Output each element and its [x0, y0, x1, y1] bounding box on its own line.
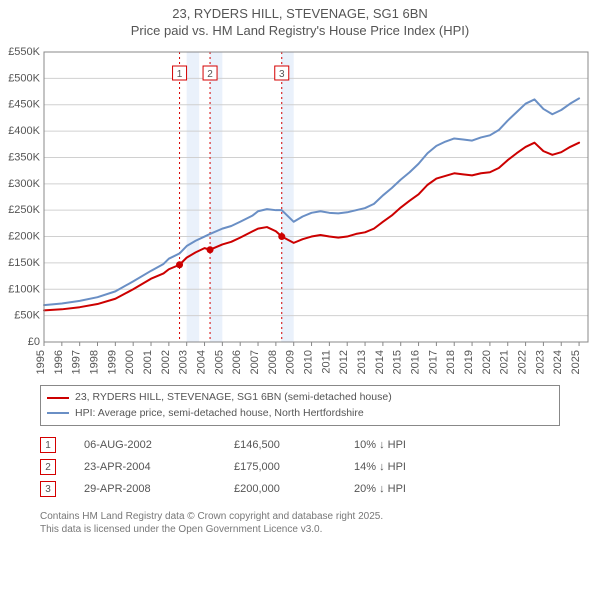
- chart: £0 £50K £100K £150K £200K £250K £300K £350K £400…: [6, 46, 594, 379]
- svg-text:2002: 2002: [160, 350, 172, 374]
- svg-text:2016: 2016: [410, 350, 422, 374]
- svg-text:2005: 2005: [213, 350, 225, 374]
- svg-text:2008: 2008: [267, 350, 279, 374]
- svg-text:2023: 2023: [534, 350, 546, 374]
- svg-text:2025: 2025: [570, 350, 582, 374]
- svg-text:2022: 2022: [517, 350, 529, 374]
- table-row: 3 29-APR-2008 £200,000 20% ↓ HPI: [40, 478, 560, 500]
- tx-price: £200,000: [234, 483, 354, 495]
- legend-label-2: HPI: Average price, semi-detached house,…: [75, 406, 364, 422]
- svg-text:£500K: £500K: [8, 72, 40, 84]
- svg-text:£100K: £100K: [8, 283, 40, 295]
- legend-swatch-1: [47, 397, 69, 399]
- svg-text:£250K: £250K: [8, 204, 40, 216]
- tx-marker-1: 1: [40, 437, 56, 453]
- footer: Contains HM Land Registry data © Crown c…: [40, 510, 560, 536]
- svg-text:2011: 2011: [320, 350, 332, 374]
- tx-price: £175,000: [234, 461, 354, 473]
- svg-text:£550K: £550K: [8, 46, 40, 58]
- svg-text:£150K: £150K: [8, 257, 40, 269]
- tx-diff: 20% ↓ HPI: [354, 483, 474, 495]
- title-block: 23, RYDERS HILL, STEVENAGE, SG1 6BN Pric…: [0, 0, 600, 40]
- svg-text:£400K: £400K: [8, 125, 40, 137]
- svg-text:2021: 2021: [499, 350, 511, 374]
- legend: 23, RYDERS HILL, STEVENAGE, SG1 6BN (sem…: [40, 385, 560, 427]
- transactions-table: 1 06-AUG-2002 £146,500 10% ↓ HPI 2 23-AP…: [40, 434, 560, 500]
- svg-text:2012: 2012: [338, 350, 350, 374]
- svg-text:£300K: £300K: [8, 178, 40, 190]
- title-line2: Price paid vs. HM Land Registry's House …: [0, 23, 600, 40]
- svg-text:2004: 2004: [196, 350, 208, 374]
- svg-text:2020: 2020: [481, 350, 493, 374]
- svg-text:2: 2: [207, 69, 213, 80]
- svg-text:1998: 1998: [89, 350, 101, 374]
- tx-price: £146,500: [234, 439, 354, 451]
- tx-date: 29-APR-2008: [84, 483, 234, 495]
- svg-text:1995: 1995: [35, 350, 47, 374]
- svg-text:1: 1: [177, 69, 183, 80]
- svg-text:1999: 1999: [106, 350, 118, 374]
- svg-text:1997: 1997: [71, 350, 83, 374]
- legend-swatch-2: [47, 412, 69, 414]
- svg-text:£50K: £50K: [14, 309, 40, 321]
- tx-diff: 14% ↓ HPI: [354, 461, 474, 473]
- svg-text:2000: 2000: [124, 350, 136, 374]
- table-row: 2 23-APR-2004 £175,000 14% ↓ HPI: [40, 456, 560, 478]
- svg-text:£350K: £350K: [8, 151, 40, 163]
- svg-text:2010: 2010: [303, 350, 315, 374]
- tx-marker-3: 3: [40, 481, 56, 497]
- svg-text:2019: 2019: [463, 350, 475, 374]
- legend-row-1: 23, RYDERS HILL, STEVENAGE, SG1 6BN (sem…: [47, 390, 553, 406]
- svg-text:1996: 1996: [53, 350, 65, 374]
- table-row: 1 06-AUG-2002 £146,500 10% ↓ HPI: [40, 434, 560, 456]
- tx-diff: 10% ↓ HPI: [354, 439, 474, 451]
- svg-text:2006: 2006: [231, 350, 243, 374]
- svg-text:£0: £0: [28, 336, 40, 348]
- tx-date: 23-APR-2004: [84, 461, 234, 473]
- legend-row-2: HPI: Average price, semi-detached house,…: [47, 406, 553, 422]
- svg-text:2017: 2017: [427, 350, 439, 374]
- svg-text:2009: 2009: [285, 350, 297, 374]
- footer-line1: Contains HM Land Registry data © Crown c…: [40, 510, 560, 523]
- svg-text:£450K: £450K: [8, 99, 40, 111]
- svg-text:3: 3: [279, 69, 285, 80]
- tx-date: 06-AUG-2002: [84, 439, 234, 451]
- svg-text:2003: 2003: [178, 350, 190, 374]
- svg-text:2013: 2013: [356, 350, 368, 374]
- svg-text:£200K: £200K: [8, 230, 40, 242]
- legend-label-1: 23, RYDERS HILL, STEVENAGE, SG1 6BN (sem…: [75, 390, 392, 406]
- svg-text:2007: 2007: [249, 350, 261, 374]
- svg-text:2001: 2001: [142, 350, 154, 374]
- tx-marker-2: 2: [40, 459, 56, 475]
- svg-text:2018: 2018: [445, 350, 457, 374]
- title-line1: 23, RYDERS HILL, STEVENAGE, SG1 6BN: [0, 6, 600, 23]
- footer-line2: This data is licensed under the Open Gov…: [40, 523, 560, 536]
- svg-text:2015: 2015: [392, 350, 404, 374]
- svg-text:2024: 2024: [552, 350, 564, 374]
- chart-svg: £0 £50K £100K £150K £200K £250K £300K £350K £400…: [6, 46, 594, 376]
- svg-text:2014: 2014: [374, 350, 386, 374]
